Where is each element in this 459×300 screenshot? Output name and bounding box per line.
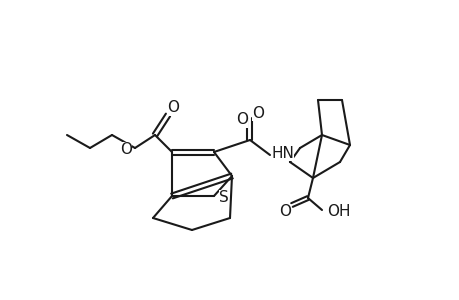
Text: OH: OH (326, 205, 350, 220)
Text: O: O (252, 106, 263, 121)
Text: O: O (235, 112, 247, 128)
Text: O: O (167, 100, 179, 116)
Text: O: O (120, 142, 132, 157)
Text: HN: HN (271, 146, 294, 160)
Text: S: S (218, 190, 229, 205)
Text: O: O (279, 205, 291, 220)
